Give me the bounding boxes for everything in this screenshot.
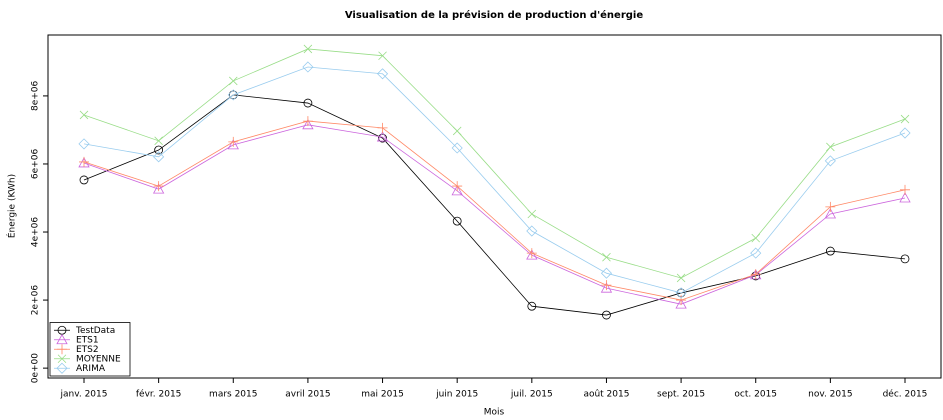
x-tick-label: mars 2015 [209, 390, 257, 400]
data-point [526, 248, 537, 259]
data-point [899, 192, 911, 203]
data-point [79, 110, 89, 120]
data-point [376, 131, 389, 142]
data-point [302, 116, 313, 127]
data-point [79, 156, 89, 167]
data-point [78, 138, 90, 150]
data-point [900, 254, 910, 264]
data-point [228, 90, 238, 100]
data-point [675, 298, 687, 309]
data-point [79, 175, 89, 185]
data-point [750, 269, 761, 280]
data-point [452, 126, 462, 136]
series-line [83, 94, 906, 316]
legend-label: MOYENNE [76, 354, 121, 364]
x-tick-label: juin 2015 [435, 390, 478, 400]
data-point [302, 61, 314, 73]
series [79, 44, 910, 283]
x-tick-label: déc. 2015 [883, 389, 928, 400]
data-point [825, 246, 835, 256]
data-point [452, 216, 462, 226]
legend-marker [57, 354, 67, 364]
data-point [527, 301, 537, 311]
data-point [900, 184, 910, 195]
data-point [600, 267, 613, 279]
data-point [676, 295, 687, 306]
data-point [600, 282, 613, 293]
data-point [602, 310, 611, 320]
legend-marker [56, 362, 68, 374]
data-point [826, 142, 835, 152]
y-axis-label: Énergie (KWh) [6, 174, 18, 238]
series [79, 90, 910, 320]
legend-label: ETS1 [76, 335, 99, 345]
legend-marker [57, 344, 67, 355]
data-point [899, 127, 911, 139]
data-point [153, 151, 165, 163]
series-line [83, 66, 906, 294]
chart-title: Visualisation de la prévision de product… [345, 9, 643, 21]
data-point [526, 249, 538, 260]
data-point [750, 247, 762, 259]
data-point [154, 145, 164, 155]
data-point [376, 68, 389, 80]
data-point [676, 273, 686, 283]
data-point [452, 181, 463, 192]
x-tick-label: sept. 2015 [657, 390, 705, 400]
series-line [83, 124, 906, 305]
y-tick-label: 2e+06 [31, 285, 41, 316]
data-point [526, 225, 538, 237]
y-tick-label: 0e+00 [31, 353, 41, 384]
x-tick-label: févr. 2015 [136, 389, 182, 400]
data-point [228, 76, 238, 86]
data-point [675, 287, 687, 299]
data-point [228, 136, 239, 147]
legend-label: ETS2 [76, 345, 99, 355]
data-point [153, 181, 164, 192]
data-point [152, 183, 165, 194]
series-line [83, 120, 906, 301]
data-point [751, 233, 761, 243]
data-point [378, 51, 387, 61]
data-point [527, 209, 537, 219]
data-point [900, 114, 910, 124]
data-point [377, 122, 388, 133]
y-tick-label: 6e+06 [31, 149, 41, 180]
series-line [83, 48, 906, 279]
data-point [227, 139, 239, 150]
x-tick-label: janv. 2015 [60, 390, 108, 400]
series [79, 116, 910, 306]
x-tick-label: nov. 2015 [808, 390, 852, 400]
data-point [824, 155, 836, 167]
data-point [451, 185, 463, 196]
plot-frame [47, 34, 942, 379]
legend-marker [56, 333, 68, 345]
data-point [824, 208, 837, 219]
legend-label: TestData [75, 326, 115, 336]
data-point [825, 201, 836, 212]
series [78, 61, 911, 299]
data-point [227, 89, 239, 101]
y-tick-label: 8e+06 [31, 81, 41, 112]
legend-label: ARIMA [76, 364, 106, 374]
data-point [154, 136, 163, 146]
data-point [302, 119, 314, 130]
x-tick-label: août 2015 [583, 390, 629, 400]
data-point [303, 98, 313, 108]
series [78, 119, 911, 309]
x-axis-label: Mois [484, 408, 505, 418]
y-tick-label: 4e+06 [31, 217, 41, 248]
x-tick-label: oct. 2015 [734, 390, 777, 400]
x-tick-label: mai 2015 [361, 390, 404, 400]
data-point [602, 252, 611, 262]
data-point [451, 142, 463, 154]
data-point [601, 280, 612, 291]
x-tick-label: juil. 2015 [510, 390, 553, 400]
data-point [303, 44, 313, 54]
data-point [378, 133, 387, 143]
x-tick-label: avril 2015 [285, 390, 330, 400]
